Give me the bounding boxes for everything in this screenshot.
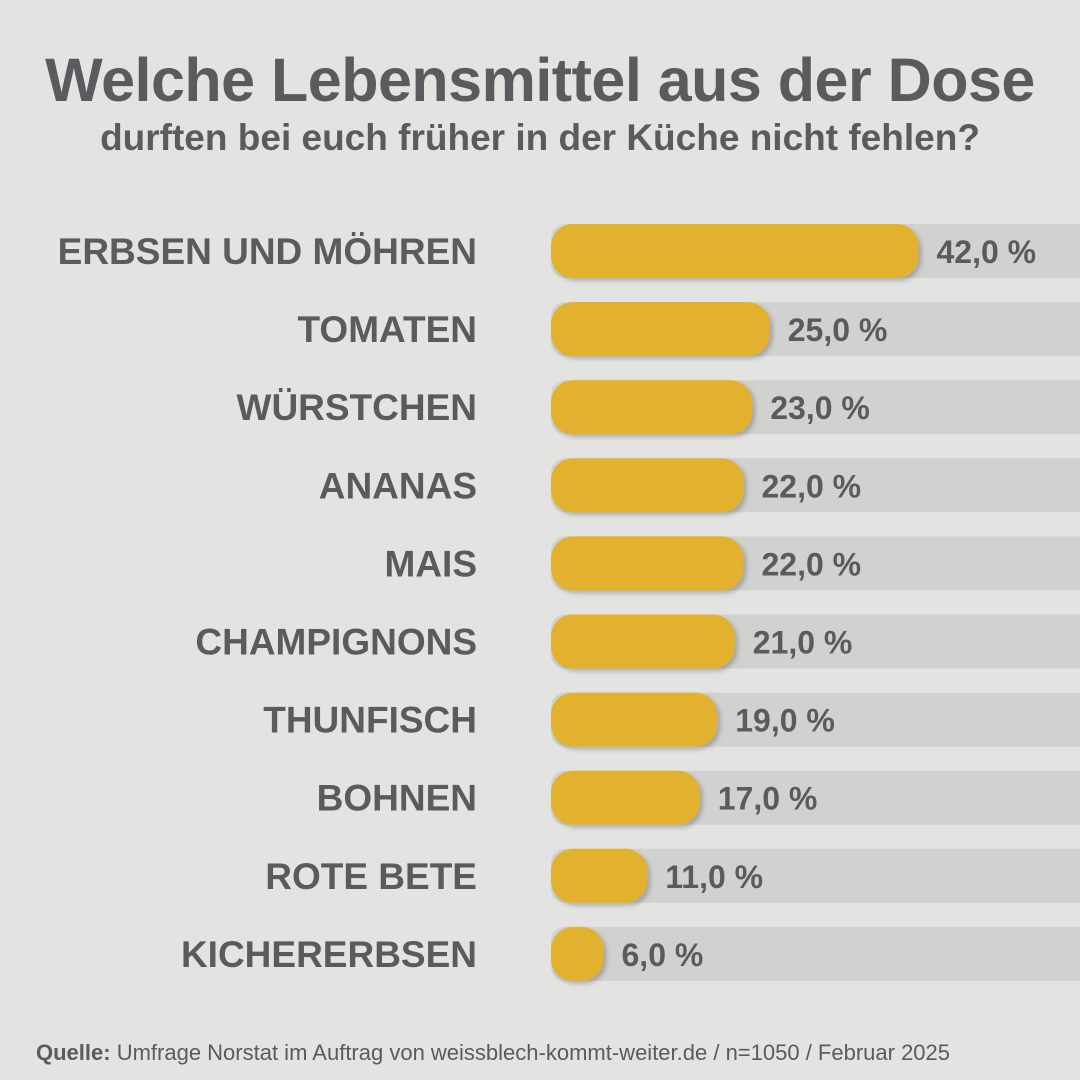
bar bbox=[551, 458, 744, 513]
chart-subtitle: durften bei euch früher in der Küche nic… bbox=[100, 117, 980, 158]
bar bbox=[551, 770, 700, 825]
bar-track bbox=[551, 926, 1080, 981]
value-label: 23,0 % bbox=[770, 390, 870, 426]
category-label: THUNFISCH bbox=[263, 700, 477, 741]
bar-rows: ERBSEN UND MÖHREN 42,0 % TOMATEN 25,0 % WÜRS… bbox=[58, 224, 1080, 981]
value-label: 6,0 % bbox=[622, 937, 704, 973]
source-label: Quelle: bbox=[36, 1040, 111, 1065]
category-label: WÜRSTCHEN bbox=[237, 387, 477, 428]
value-label: 25,0 % bbox=[788, 312, 888, 348]
value-label: 42,0 % bbox=[937, 234, 1037, 270]
value-label: 22,0 % bbox=[762, 546, 862, 582]
category-label: ERBSEN UND MÖHREN bbox=[58, 231, 477, 272]
category-label: ROTE BETE bbox=[265, 856, 477, 897]
bar bbox=[551, 224, 919, 278]
bar-track bbox=[551, 848, 1080, 903]
category-label: ANANAS bbox=[319, 465, 477, 506]
bar bbox=[551, 848, 648, 903]
bar bbox=[551, 692, 718, 747]
value-label: 17,0 % bbox=[718, 781, 818, 817]
value-label: 19,0 % bbox=[735, 703, 835, 739]
category-label: CHAMPIGNONS bbox=[195, 622, 477, 663]
bar bbox=[551, 926, 604, 981]
source-text: Umfrage Norstat im Auftrag von weissblec… bbox=[110, 1040, 951, 1065]
value-label: 22,0 % bbox=[762, 468, 862, 504]
bar bbox=[551, 614, 735, 669]
value-label: 11,0 % bbox=[665, 859, 763, 895]
bar bbox=[551, 302, 770, 357]
category-label: TOMATEN bbox=[297, 309, 477, 350]
category-label: KICHERERBSEN bbox=[181, 934, 477, 975]
category-label: BOHNEN bbox=[317, 778, 477, 819]
bar bbox=[551, 380, 753, 435]
source-note: Quelle: Umfrage Norstat im Auftrag von w… bbox=[36, 1040, 950, 1066]
category-label: MAIS bbox=[385, 543, 478, 584]
bar bbox=[551, 536, 744, 591]
value-label: 21,0 % bbox=[753, 625, 853, 661]
chart-title: Welche Lebensmittel aus der Dose bbox=[45, 46, 1035, 114]
